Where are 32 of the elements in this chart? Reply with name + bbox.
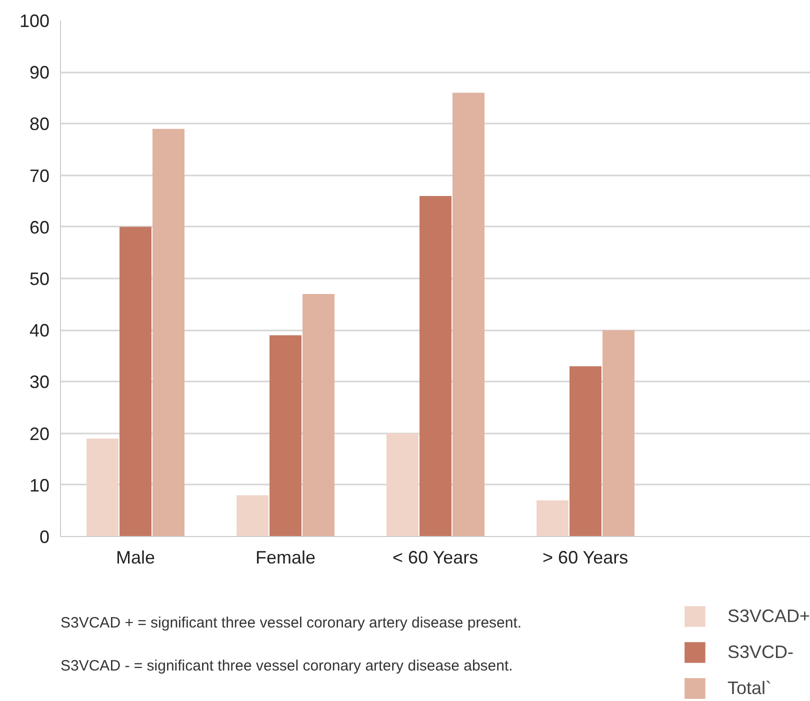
- y-tick-label: 20: [29, 424, 50, 444]
- legend-label: Total`: [727, 678, 772, 698]
- bar: [602, 330, 635, 536]
- text: S3VCAD - = significant three vessel coronary artery disease absent.: [60, 658, 513, 675]
- y-tick-label: 90: [29, 62, 50, 83]
- y-tick-label: 60: [29, 217, 50, 238]
- bar: [302, 294, 335, 536]
- bar: [86, 438, 119, 536]
- x-tick-label: Male: [116, 548, 156, 568]
- bar: [119, 226, 152, 536]
- bar: [569, 366, 602, 536]
- legend-label: S3VCD-: [727, 642, 794, 662]
- bar: [269, 335, 302, 536]
- y-tick-label: 40: [29, 320, 50, 341]
- x-tick-label: Female: [255, 548, 316, 568]
- bar: [452, 92, 485, 536]
- legend-label: S3VCAD+: [727, 606, 810, 626]
- bar: [536, 500, 569, 536]
- y-tick-label: 0: [39, 527, 50, 547]
- bar: [419, 196, 452, 536]
- x-tick-label: > 60 Years: [542, 548, 628, 568]
- text: S3VCAD + = significant three vessel coronary artery disease present.: [60, 614, 522, 632]
- y-tick-label: 80: [29, 114, 50, 134]
- y-tick-label: 50: [29, 269, 50, 289]
- y-tick-label: 10: [29, 475, 50, 496]
- y-tick-label: 70: [29, 166, 50, 186]
- bar: [386, 433, 419, 536]
- x-tick-label: < 60 Years: [392, 548, 478, 568]
- bar: [236, 495, 269, 536]
- bar: [152, 128, 185, 536]
- y-tick-label: 100: [19, 11, 50, 31]
- y-tick-label: 30: [29, 372, 50, 392]
